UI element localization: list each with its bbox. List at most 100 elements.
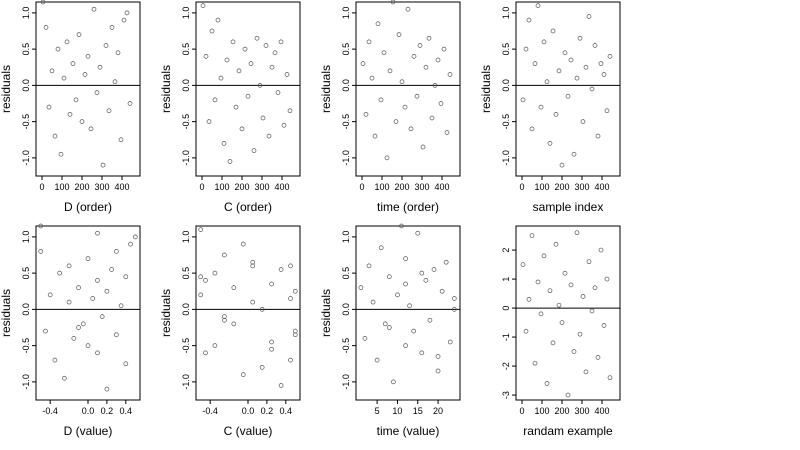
point	[403, 256, 408, 261]
point	[70, 61, 76, 66]
point	[523, 328, 529, 334]
point	[269, 281, 274, 287]
point	[99, 314, 105, 319]
point	[103, 43, 109, 48]
point	[222, 252, 227, 258]
point	[66, 299, 72, 305]
y-tick-label: -1.0	[341, 150, 351, 166]
point	[95, 350, 100, 356]
x-tick-label: 0.4	[120, 406, 133, 416]
point	[43, 328, 48, 334]
point	[260, 115, 266, 121]
y-tick-label: 0.0	[21, 303, 31, 316]
y-tick-label: 1.0	[21, 231, 31, 244]
x-tick-label: 10	[392, 406, 402, 416]
y-axis-label: residuals	[0, 289, 13, 337]
point	[123, 274, 129, 280]
point	[583, 64, 589, 70]
y-tick-label: -1.0	[341, 374, 351, 390]
point	[203, 278, 208, 283]
x-tick-label: 100	[374, 182, 389, 192]
point	[538, 311, 544, 317]
point	[415, 230, 421, 236]
point	[559, 162, 565, 168]
point	[520, 262, 526, 267]
point	[538, 104, 544, 110]
point	[240, 241, 246, 247]
point	[595, 133, 601, 139]
point	[90, 296, 96, 301]
point	[427, 317, 433, 323]
y-tick-label: 0.5	[181, 267, 191, 280]
point	[435, 57, 441, 63]
y-tick-label: 0.5	[501, 43, 511, 56]
y-tick-label: -2	[501, 362, 511, 370]
point	[532, 360, 538, 366]
point	[61, 75, 67, 81]
point	[571, 349, 577, 354]
point	[390, 0, 396, 5]
point	[55, 46, 61, 52]
x-tick-label: 200	[554, 406, 569, 416]
point	[411, 328, 417, 334]
y-tick-label: 1.0	[21, 7, 31, 20]
point	[435, 354, 441, 359]
y-axis-label: residuals	[0, 65, 13, 113]
point	[222, 317, 227, 323]
point	[269, 64, 275, 70]
point	[231, 285, 237, 290]
y-tick-label: 0.5	[341, 267, 351, 280]
point	[251, 148, 257, 153]
point	[565, 392, 571, 398]
x-tick-label: 0.4	[280, 406, 293, 416]
y-tick-label: 0.5	[21, 43, 31, 56]
panel: 0 100 200 300 400 -3 -2 -1 0 1 2 randam example	[501, 225, 621, 438]
point	[259, 365, 265, 370]
point	[586, 259, 592, 265]
point	[115, 50, 121, 56]
point	[589, 86, 595, 92]
plot-frame	[355, 1, 461, 177]
point	[250, 263, 256, 269]
plot-frame	[35, 225, 141, 401]
point	[275, 90, 281, 95]
point	[431, 267, 437, 272]
point	[73, 97, 79, 103]
y-tick-label: 0.5	[21, 267, 31, 280]
point	[250, 259, 256, 265]
y-tick-label: -1.0	[181, 374, 191, 390]
plot-frame	[515, 225, 621, 401]
y-tick-label: -0.5	[341, 114, 351, 130]
y-tick-label: -0.5	[181, 338, 191, 354]
point	[372, 133, 378, 139]
point	[378, 245, 384, 251]
panel: 5 10 15 20 -1.0 -0.5 0.0 0.5 1.0 time (value) resi…	[319, 223, 461, 438]
point	[607, 54, 613, 59]
y-tick-label: -1.0	[181, 150, 191, 166]
x-tick-label: 100	[54, 182, 69, 192]
point	[43, 25, 49, 30]
point	[82, 72, 88, 77]
point	[64, 39, 70, 45]
point	[378, 97, 384, 103]
point	[607, 375, 613, 381]
point	[230, 39, 236, 45]
point	[269, 339, 274, 345]
plot-frame	[195, 225, 301, 401]
x-tick-label: 300	[414, 182, 429, 192]
panel: -0.4 0.0 0.2 0.4 -1.0 -0.5 0.0 0.5 1.0 D (value) r…	[0, 223, 141, 438]
point	[288, 357, 293, 363]
point	[58, 151, 64, 157]
point	[592, 285, 598, 291]
point	[38, 249, 44, 254]
point	[198, 274, 204, 280]
point	[91, 6, 97, 12]
point	[212, 270, 218, 276]
x-tick-label: 400	[594, 406, 609, 416]
point	[288, 296, 293, 301]
point	[568, 57, 574, 63]
point	[76, 285, 81, 290]
point	[369, 75, 375, 81]
point	[128, 241, 133, 247]
point	[212, 97, 218, 103]
